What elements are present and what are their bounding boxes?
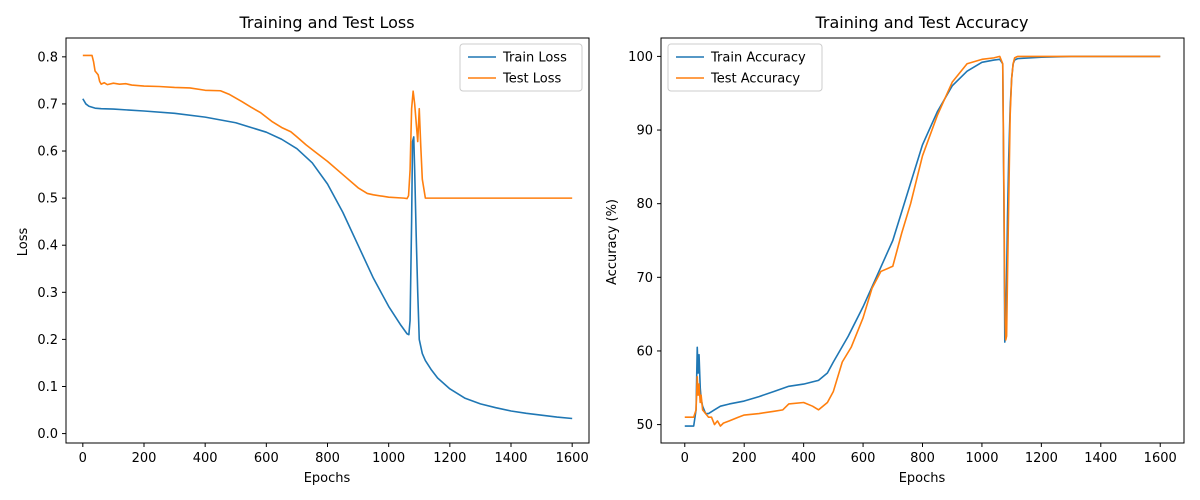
- loss-x-tick-label: 400: [193, 451, 218, 466]
- accuracy-x-tick-label: 600: [851, 451, 876, 466]
- loss-legend-entry: Test Loss: [502, 72, 561, 87]
- loss-y-axis-label: Loss: [16, 228, 31, 257]
- accuracy-plot-area: 0 200 400 600 800 1000 1200 1400 1600 50 60 70 80 90 1…: [628, 37, 1185, 466]
- accuracy-y-tick-label: 90: [636, 124, 653, 139]
- loss-x-tick-label: 0: [79, 451, 87, 466]
- accuracy-axes-frame: [660, 37, 1185, 444]
- loss-x-axis-label: Epochs: [304, 471, 351, 486]
- accuracy-chart-title: Training and Test Accuracy: [814, 13, 1028, 32]
- loss-y-tick-label: 0.6: [37, 145, 58, 160]
- loss-chart-title: Training and Test Loss: [238, 13, 414, 32]
- loss-y-tick-label: 0.2: [37, 333, 58, 348]
- accuracy-x-tick-label: 1000: [965, 451, 998, 466]
- accuracy-legend-entry: Test Accuracy: [710, 72, 800, 87]
- accuracy-x-tick-label: 400: [791, 451, 816, 466]
- loss-y-tick-label: 0.8: [37, 50, 58, 65]
- loss-x-tick-label: 600: [254, 451, 279, 466]
- accuracy-y-axis-label: Accuracy (%): [605, 199, 620, 285]
- loss-series-line-test: [82, 54, 573, 200]
- loss-axes-frame: [65, 37, 590, 444]
- loss-legend-entry: Train Loss: [502, 51, 567, 66]
- accuracy-x-tick-label: 1400: [1084, 451, 1117, 466]
- accuracy-x-tick-label: 1600: [1144, 451, 1177, 466]
- accuracy-x-axis-label: Epochs: [899, 471, 946, 486]
- loss-chart: Training and Test Loss Epochs Loss 0 200 4…: [16, 13, 590, 486]
- accuracy-x-tick-label: 1200: [1025, 451, 1058, 466]
- loss-x-tick-label: 1400: [494, 451, 527, 466]
- accuracy-legend: Train Accuracy Test Accuracy: [667, 43, 823, 92]
- accuracy-y-tick-label: 80: [636, 197, 653, 212]
- loss-y-tick-label: 0.4: [37, 239, 58, 254]
- loss-legend: Train Loss Test Loss: [459, 43, 583, 92]
- accuracy-x-tick-label: 0: [681, 451, 689, 466]
- accuracy-y-tick-label: 50: [636, 418, 653, 433]
- accuracy-series-line-test: [684, 55, 1161, 427]
- loss-x-tick-label: 1000: [372, 451, 405, 466]
- loss-plot-area: 0 200 400 600 800 1000 1200 1400 1600 0.0 0.1 0.2 0.…: [37, 37, 590, 466]
- loss-y-tick-label: 0.1: [37, 380, 58, 395]
- accuracy-y-tick-label: 60: [636, 344, 653, 359]
- loss-x-tick-label: 200: [132, 451, 157, 466]
- loss-y-tick-label: 0.3: [37, 286, 58, 301]
- accuracy-chart: Training and Test Accuracy Epochs Accura…: [605, 13, 1185, 486]
- loss-y-tick-label: 0.5: [37, 192, 58, 207]
- loss-x-tick-label: 800: [315, 451, 340, 466]
- loss-series-line-train: [82, 98, 573, 420]
- accuracy-y-tick-label: 100: [628, 50, 653, 65]
- accuracy-series-line-train: [684, 55, 1161, 427]
- loss-y-tick-label: 0.0: [37, 427, 58, 442]
- loss-x-tick-label: 1600: [556, 451, 589, 466]
- loss-y-tick-label: 0.7: [37, 97, 58, 112]
- accuracy-x-tick-label: 200: [732, 451, 757, 466]
- accuracy-x-tick-label: 800: [910, 451, 935, 466]
- accuracy-y-tick-label: 70: [636, 271, 653, 286]
- loss-x-tick-label: 1200: [433, 451, 466, 466]
- accuracy-legend-entry: Train Accuracy: [710, 51, 806, 66]
